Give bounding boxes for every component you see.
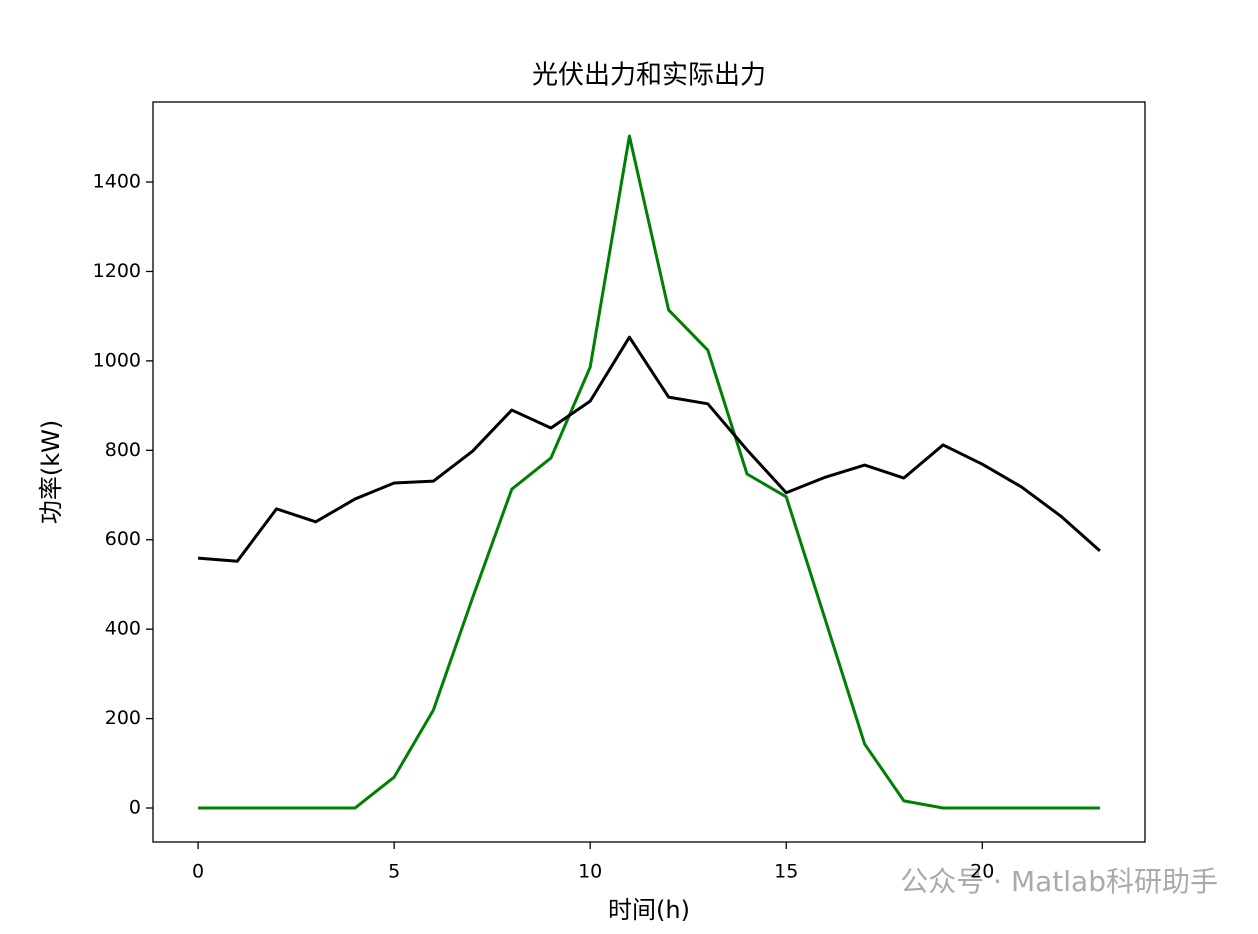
chart-title: 光伏出力和实际出力 [532, 61, 766, 91]
x-axis-label: 时间(h) [608, 896, 690, 924]
line [198, 134, 1100, 810]
y-tick-label: 800 [105, 439, 141, 461]
watermark: 公众号 · Matlab科研助手 [900, 865, 1218, 898]
y-tick-label: 400 [105, 618, 141, 640]
y-axis-label: 功率(kW) [37, 420, 65, 524]
y-tick-label: 1000 [93, 349, 141, 371]
x-tick-label: 15 [774, 861, 798, 883]
y-tick-label: 1400 [93, 171, 141, 193]
plot-frame [152, 101, 1146, 843]
x-tick-label: 10 [578, 861, 602, 883]
y-tick-label: 1200 [93, 260, 141, 282]
line [197, 335, 1101, 563]
x-tick-label: 5 [388, 861, 400, 883]
x-tick-label: 0 [192, 861, 204, 883]
y-tick-label: 600 [105, 528, 141, 550]
y-tick-label: 0 [129, 797, 141, 819]
y-tick-label: 200 [105, 707, 141, 729]
x-tick-label: 20 [970, 861, 994, 883]
